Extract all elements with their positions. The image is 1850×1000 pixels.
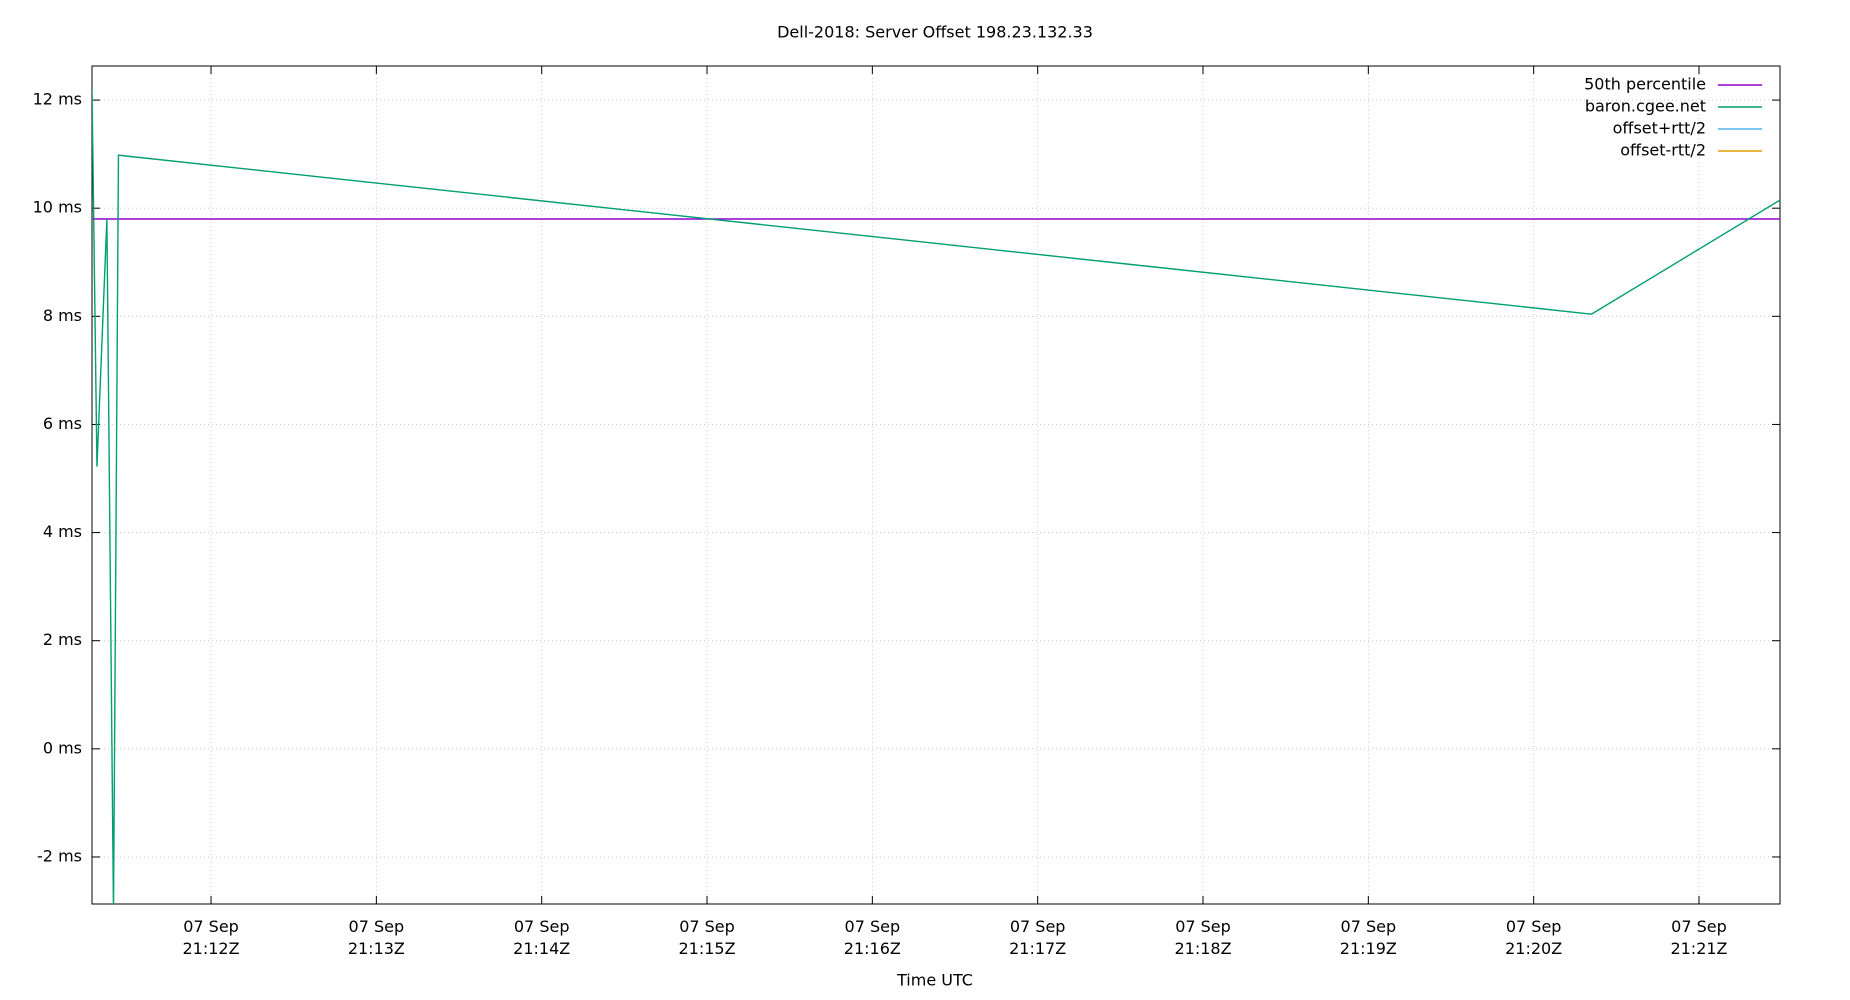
y-tick-label: 8 ms [43, 306, 82, 325]
x-tick-label: 07 Sep 21:13Z [347, 917, 405, 958]
x-tick-label: 07 Sep 21:18Z [1174, 917, 1232, 958]
x-tick-label: 07 Sep 21:15Z [678, 917, 736, 958]
y-tick-label: 4 ms [43, 522, 82, 541]
x-tick-label: 07 Sep 21:21Z [1670, 917, 1728, 958]
x-tick-label: 07 Sep 21:16Z [843, 917, 901, 958]
legend-label: offset-rtt/2 [1620, 141, 1706, 160]
y-tick-label: 10 ms [33, 198, 82, 217]
legend-label: offset+rtt/2 [1613, 119, 1706, 138]
x-tick-label: 07 Sep 21:19Z [1339, 917, 1397, 958]
y-tick-label: -2 ms [37, 846, 82, 865]
x-tick-label: 07 Sep 21:20Z [1505, 917, 1563, 958]
chart-title: Dell-2018: Server Offset 198.23.132.33 [777, 23, 1093, 42]
x-tick-label: 07 Sep 21:17Z [1009, 917, 1067, 958]
x-tick-label: 07 Sep 21:14Z [513, 917, 571, 958]
x-tick-label: 07 Sep 21:12Z [182, 917, 240, 958]
plot-frame [91, 65, 1781, 905]
legend-label: 50th percentile [1584, 75, 1706, 94]
series-line [92, 89, 1780, 904]
y-tick-label: 12 ms [33, 90, 82, 109]
y-tick-label: 0 ms [43, 738, 82, 757]
x-axis-label: Time UTC [896, 971, 973, 990]
legend-label: baron.cgee.net [1585, 97, 1706, 116]
y-tick-label: 6 ms [43, 414, 82, 433]
y-tick-label: 2 ms [43, 630, 82, 649]
